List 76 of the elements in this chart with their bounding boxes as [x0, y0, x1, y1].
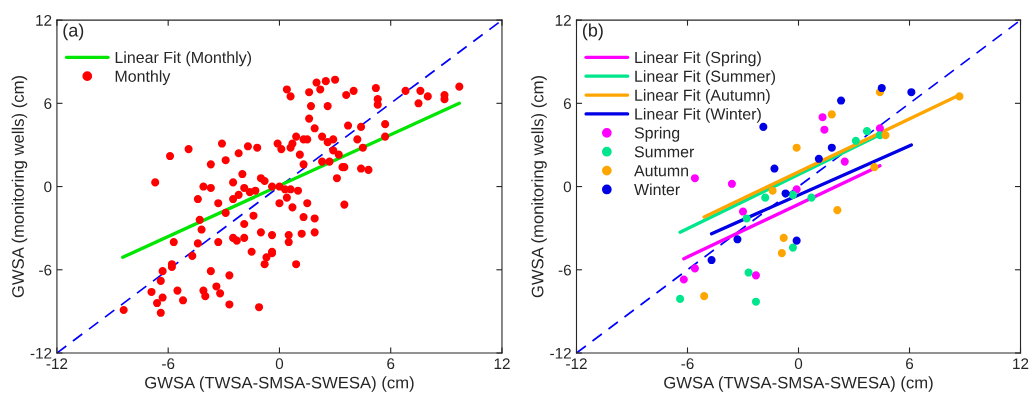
- point: [770, 164, 779, 173]
- point: [875, 124, 884, 133]
- point: [738, 207, 748, 216]
- point: [792, 236, 801, 245]
- legend-label: Linear Fit (Summer): [635, 70, 776, 86]
- y-tick-label: 6: [563, 98, 571, 110]
- legend-label: Autumn: [634, 165, 688, 177]
- point: [779, 233, 788, 242]
- y-axis-title: GWSA (monitoring wells) (cm): [11, 75, 28, 298]
- point: [744, 268, 753, 277]
- point: [851, 136, 860, 145]
- point: [792, 185, 801, 194]
- point: [840, 157, 849, 166]
- y-tick-label: -6: [39, 264, 52, 276]
- point: [881, 131, 890, 140]
- point: [727, 179, 736, 188]
- annotation: (b): [582, 23, 603, 41]
- point: [870, 163, 879, 172]
- point: [707, 256, 716, 265]
- x-axis-title: GWSA (TWSA-SMSA-SWESA) (cm): [664, 376, 933, 392]
- point: [690, 264, 699, 273]
- x-tick-label: 12: [1013, 358, 1029, 369]
- point: [690, 174, 699, 183]
- x-tick-label: 0: [275, 358, 284, 370]
- point: [792, 143, 801, 152]
- x-tick-label: 6: [387, 358, 395, 370]
- point: [777, 249, 786, 258]
- point: [820, 125, 829, 134]
- point: [862, 127, 871, 136]
- y-axis-title: GWSA (monitoring wells) (cm): [531, 75, 547, 298]
- legend-label: Monthly: [115, 70, 171, 86]
- point: [788, 243, 797, 252]
- point: [761, 193, 770, 202]
- legend-label: Linear Fit (Monthly): [115, 51, 252, 67]
- y-tick-label: -12: [30, 347, 52, 359]
- point: [814, 154, 823, 163]
- legend-label: Linear Fit (Autumn): [635, 89, 770, 104]
- x-tick-label: -6: [162, 358, 175, 370]
- point: [679, 275, 688, 284]
- legend-label: Linear Fit (Spring): [635, 51, 761, 67]
- legend-label: Winter: [634, 183, 680, 196]
- point: [907, 88, 916, 97]
- x-tick-label: 12: [494, 358, 510, 369]
- point: [827, 110, 836, 119]
- annotation: (a): [63, 23, 84, 41]
- x-tick-label: -6: [681, 358, 694, 370]
- point: [759, 122, 768, 131]
- legend-label: Spring: [634, 126, 680, 142]
- legend-label: Summer: [634, 146, 695, 158]
- point: [807, 193, 816, 202]
- y-tick-label: 0: [563, 181, 572, 193]
- point: [818, 113, 827, 122]
- y-tick-label: 12: [36, 14, 52, 26]
- point: [788, 190, 797, 199]
- point: [781, 189, 790, 198]
- x-tick-label: 0: [794, 358, 803, 370]
- point: [742, 214, 751, 223]
- point: [827, 143, 836, 152]
- point: [768, 186, 777, 195]
- point: [837, 96, 846, 105]
- point: [877, 84, 886, 93]
- y-tick-label: 12: [555, 14, 571, 26]
- y-tick-label: 6: [44, 98, 52, 110]
- y-tick-label: -12: [550, 347, 571, 359]
- point: [955, 92, 964, 101]
- y-tick-label: -6: [558, 264, 571, 276]
- point: [676, 294, 685, 303]
- point: [751, 297, 760, 306]
- point: [751, 271, 760, 280]
- x-tick-label: 6: [906, 358, 914, 370]
- point: [700, 292, 709, 301]
- legend-label: Linear Fit (Winter): [635, 107, 761, 123]
- y-tick-label: 0: [44, 181, 52, 193]
- x-axis-title: GWSA (TWSA-SMSA-SWESA) (cm): [145, 376, 414, 392]
- point: [733, 235, 742, 244]
- point: [833, 206, 842, 215]
